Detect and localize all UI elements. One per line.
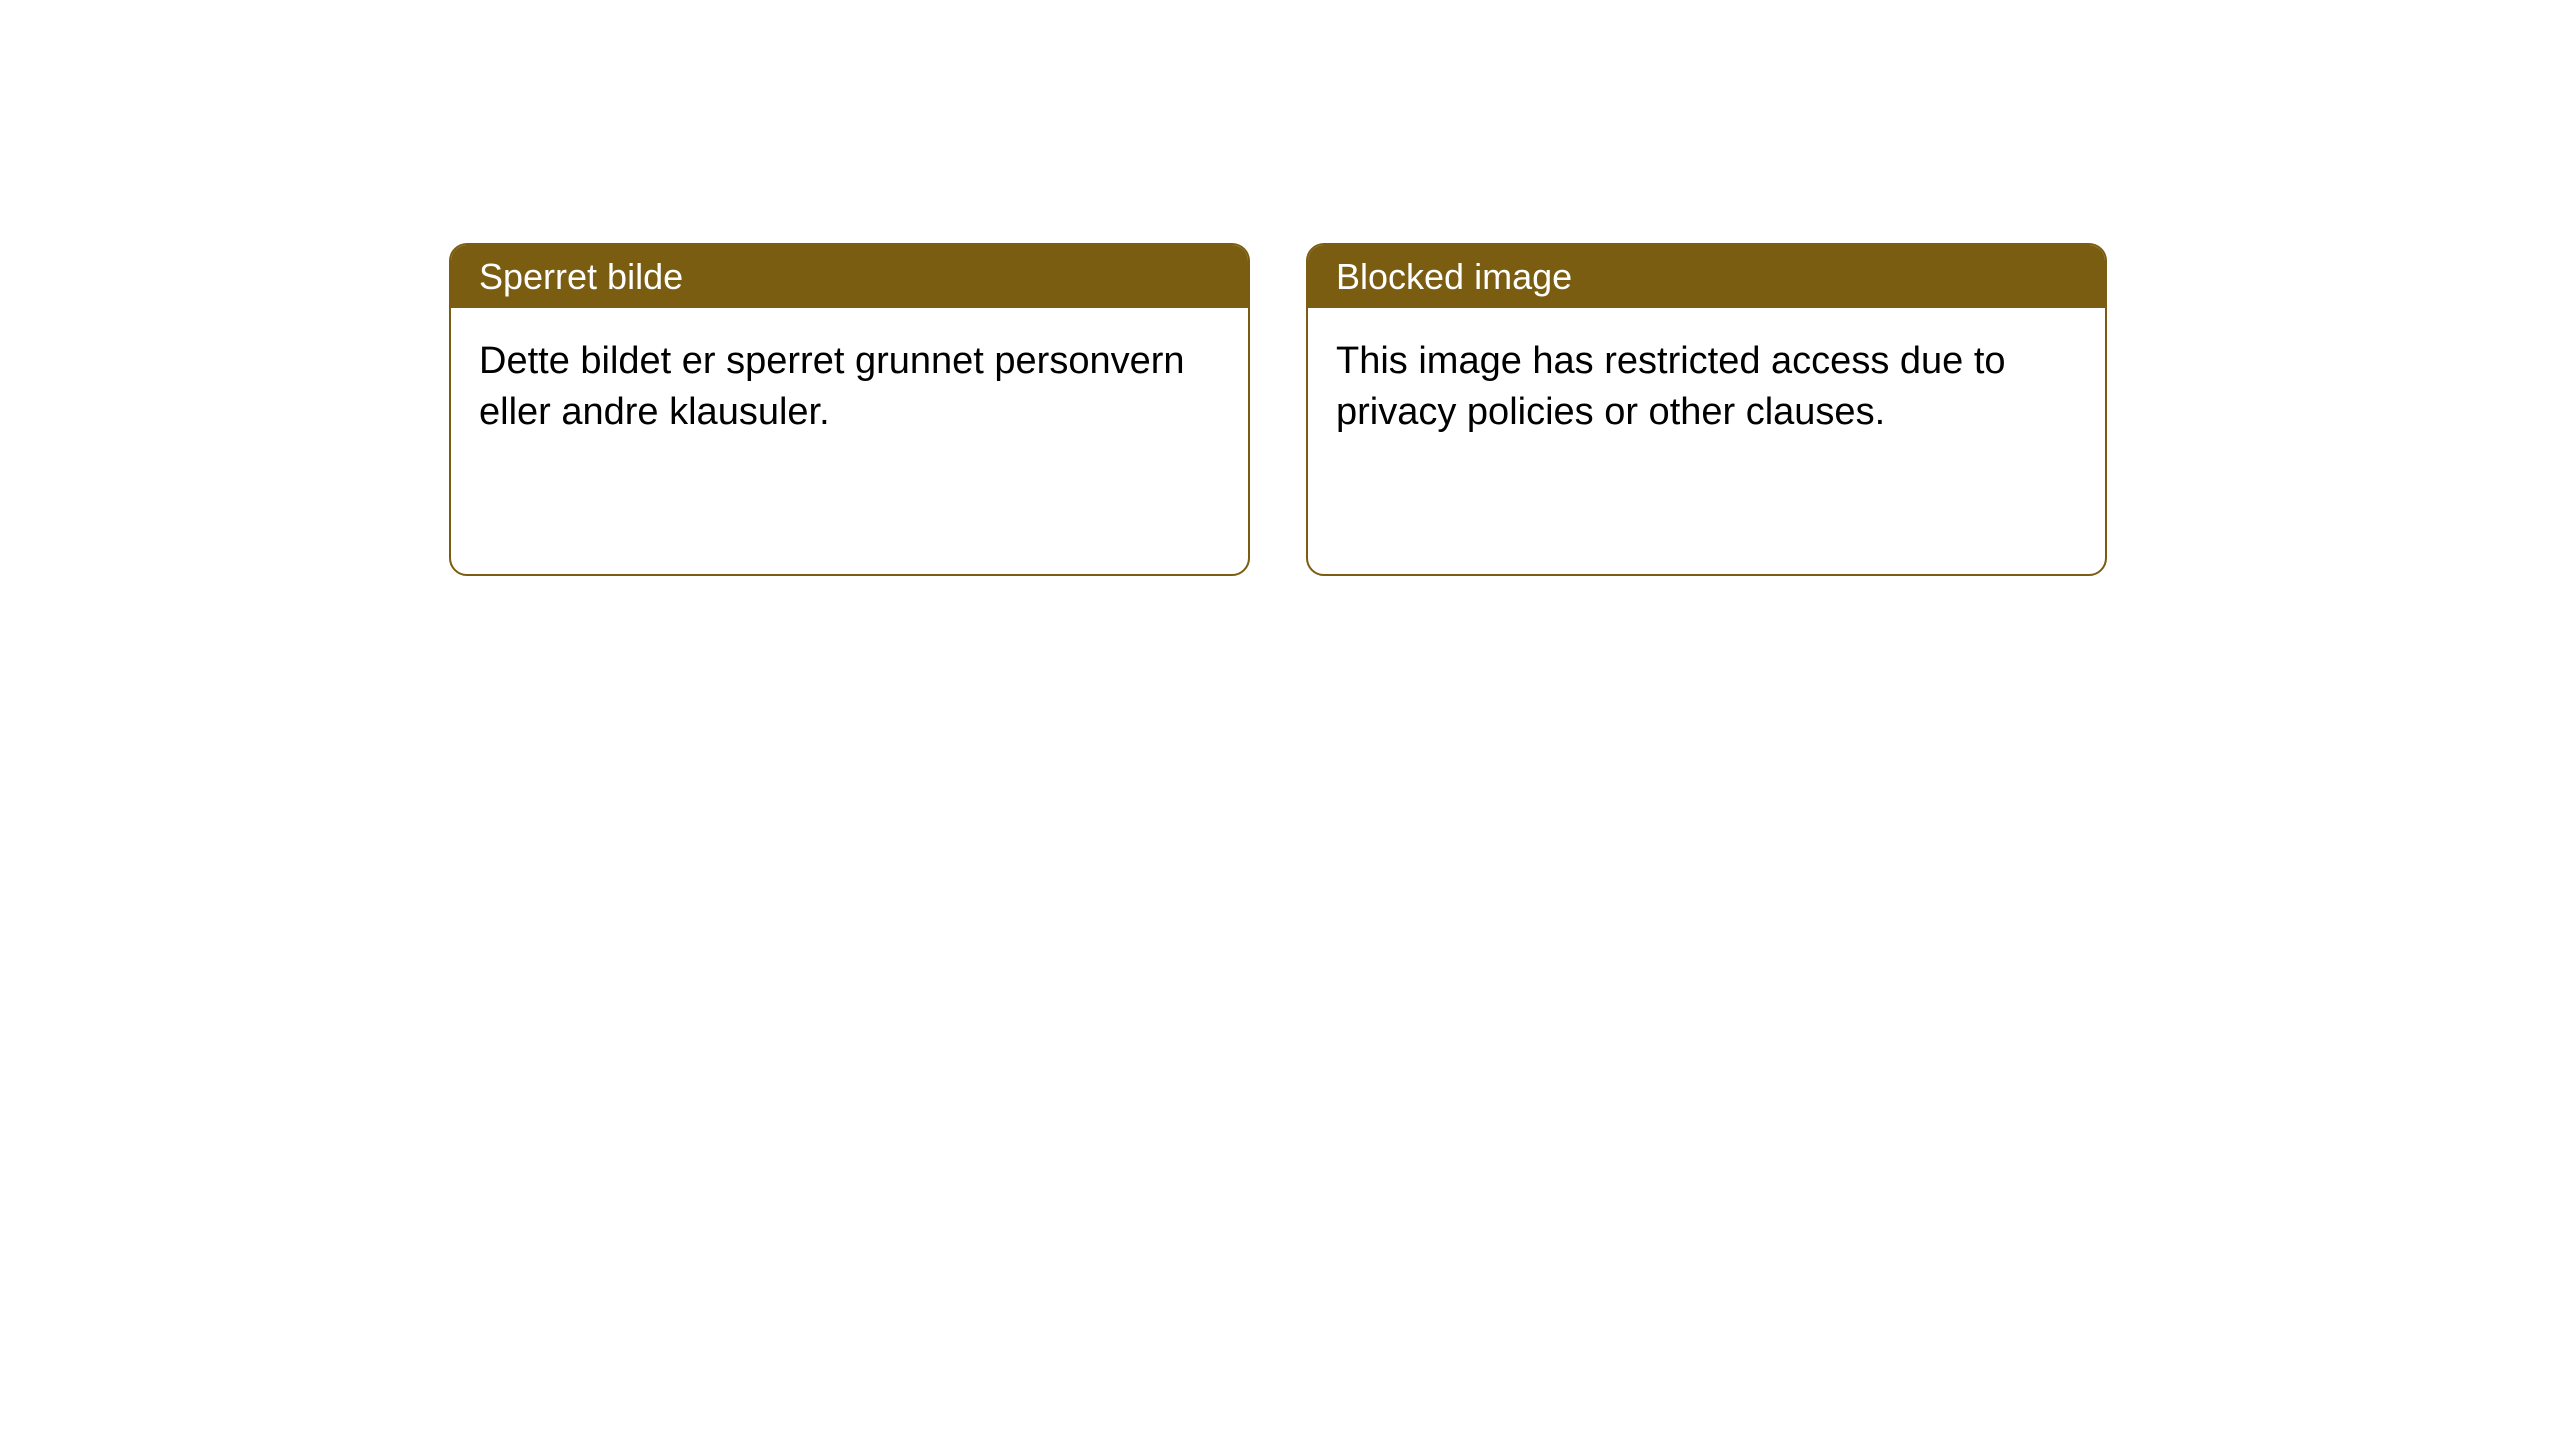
card-body: Dette bildet er sperret grunnet personve… bbox=[451, 308, 1248, 467]
card-text: This image has restricted access due to … bbox=[1336, 340, 2006, 433]
notice-card-english: Blocked image This image has restricted … bbox=[1306, 243, 2107, 576]
notice-card-norwegian: Sperret bilde Dette bildet er sperret gr… bbox=[449, 243, 1250, 576]
card-title: Blocked image bbox=[1336, 256, 1572, 297]
card-body: This image has restricted access due to … bbox=[1308, 308, 2105, 467]
card-header: Sperret bilde bbox=[451, 245, 1248, 308]
notice-container: Sperret bilde Dette bildet er sperret gr… bbox=[449, 243, 2107, 576]
card-text: Dette bildet er sperret grunnet personve… bbox=[479, 340, 1185, 433]
card-title: Sperret bilde bbox=[479, 256, 683, 297]
card-header: Blocked image bbox=[1308, 245, 2105, 308]
